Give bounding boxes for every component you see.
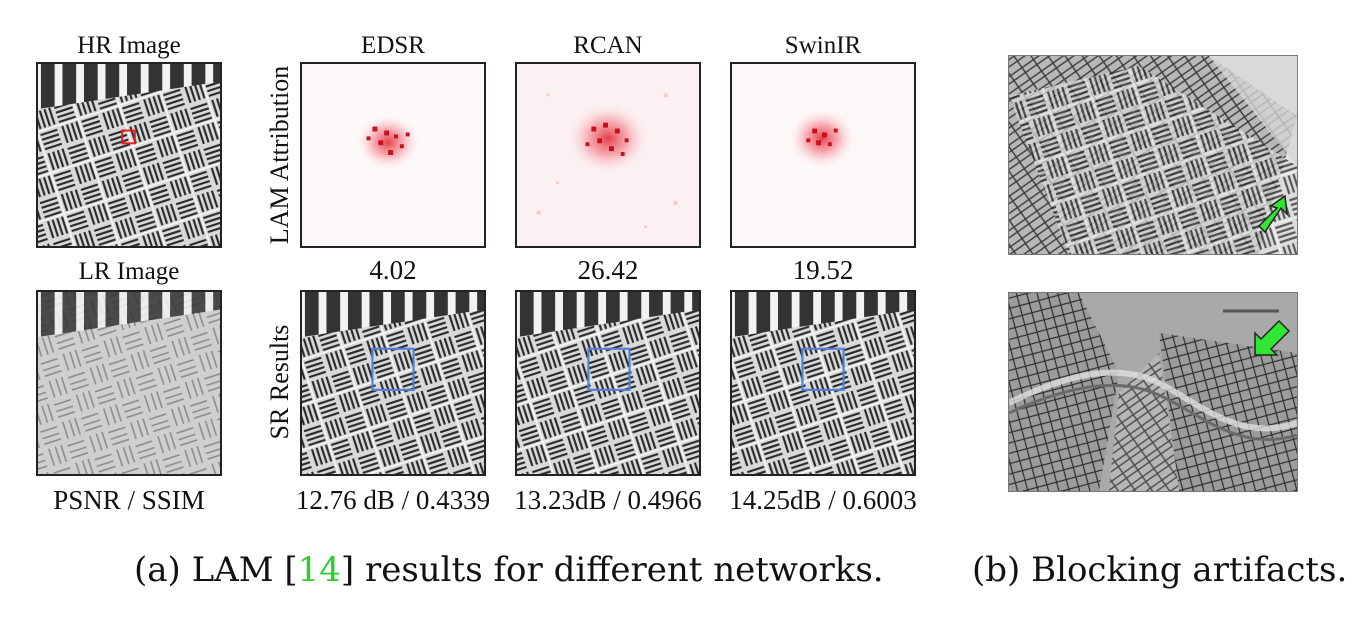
lam-attribution-row-label: LAM Attribution <box>265 65 294 245</box>
swinir-roi-box <box>801 347 845 391</box>
rcan-sr-result <box>515 290 701 476</box>
lr-image-label: LR Image <box>78 258 180 285</box>
caption-a-suffix: ] results for different networks. <box>340 550 884 590</box>
green-arrow-icon <box>1254 319 1291 356</box>
edsr-metrics: 12.76 dB / 0.4339 <box>295 485 491 515</box>
caption-a-prefix: (a) LAM [ <box>134 550 298 590</box>
blocking-artifact-image-1 <box>1008 55 1298 255</box>
rcan-metrics: 13.23dB / 0.4966 <box>514 485 702 515</box>
hr-image-label: HR Image <box>77 32 181 59</box>
citation-link[interactable]: 14 <box>297 550 341 590</box>
rcan-lam-map <box>515 62 701 248</box>
swinir-label: SwinIR <box>784 32 862 59</box>
swinir-sr-result <box>730 290 916 476</box>
blocking-artifact-image-2 <box>1008 292 1298 492</box>
hr-image <box>36 62 222 248</box>
rcan-roi-box <box>587 347 631 391</box>
rcan-label: RCAN <box>573 32 643 59</box>
sr-results-row-label: SR Results <box>265 324 294 440</box>
edsr-label: EDSR <box>361 32 425 59</box>
rcan-lam-score: 26.42 <box>577 255 639 285</box>
swinir-lam-score: 19.52 <box>792 255 854 285</box>
caption-b: (b) Blocking artifacts. <box>972 550 1348 590</box>
lr-image <box>36 290 222 476</box>
edsr-lam-map <box>300 62 486 248</box>
swinir-metrics: 14.25dB / 0.6003 <box>729 485 917 515</box>
psnr-ssim-header: PSNR / SSIM <box>53 485 205 515</box>
caption-a: (a) LAM [14] results for different netwo… <box>134 550 884 590</box>
edsr-roi-box <box>371 347 415 391</box>
green-arrow-icon <box>1257 194 1288 234</box>
edsr-lam-score: 4.02 <box>369 255 417 285</box>
edsr-sr-result <box>300 290 486 476</box>
hr-roi-box <box>121 129 136 145</box>
swinir-lam-map <box>730 62 916 248</box>
